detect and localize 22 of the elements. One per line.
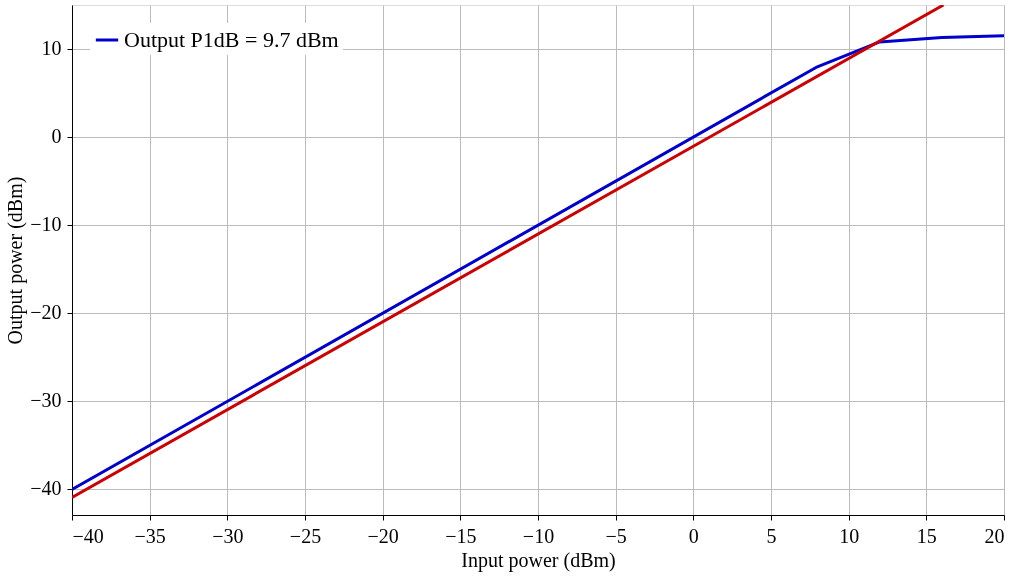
x-tick-label: −20 [367, 524, 399, 547]
x-tick-label: 20 [984, 524, 1005, 547]
x-tick-label: −25 [289, 524, 322, 547]
y-tick-label: −30 [30, 389, 62, 412]
x-tick-label: −10 [522, 524, 555, 547]
y-tick-label: −40 [30, 477, 62, 500]
x-tick-label: −5 [605, 524, 627, 547]
x-tick-label: −15 [445, 524, 477, 547]
legend-label: Output P1dB = 9.7 dBm [124, 27, 339, 52]
x-tick-label: 15 [916, 524, 937, 547]
y-tick-label: 0 [51, 125, 62, 148]
x-axis-title: Input power (dBm) [461, 548, 616, 572]
x-tick-label: 5 [766, 524, 777, 547]
x-tick-label: −30 [212, 524, 244, 547]
y-tick-label: −10 [30, 213, 62, 236]
x-tick-label: −40 [72, 524, 104, 547]
y-tick-label: 10 [41, 37, 62, 60]
y-axis-title: Output power (dBm) [4, 176, 28, 345]
x-tick-label: 10 [839, 524, 860, 547]
x-tick-label: −35 [134, 524, 166, 547]
y-tick-label: −20 [30, 301, 62, 324]
x-tick-label: 0 [688, 524, 699, 547]
